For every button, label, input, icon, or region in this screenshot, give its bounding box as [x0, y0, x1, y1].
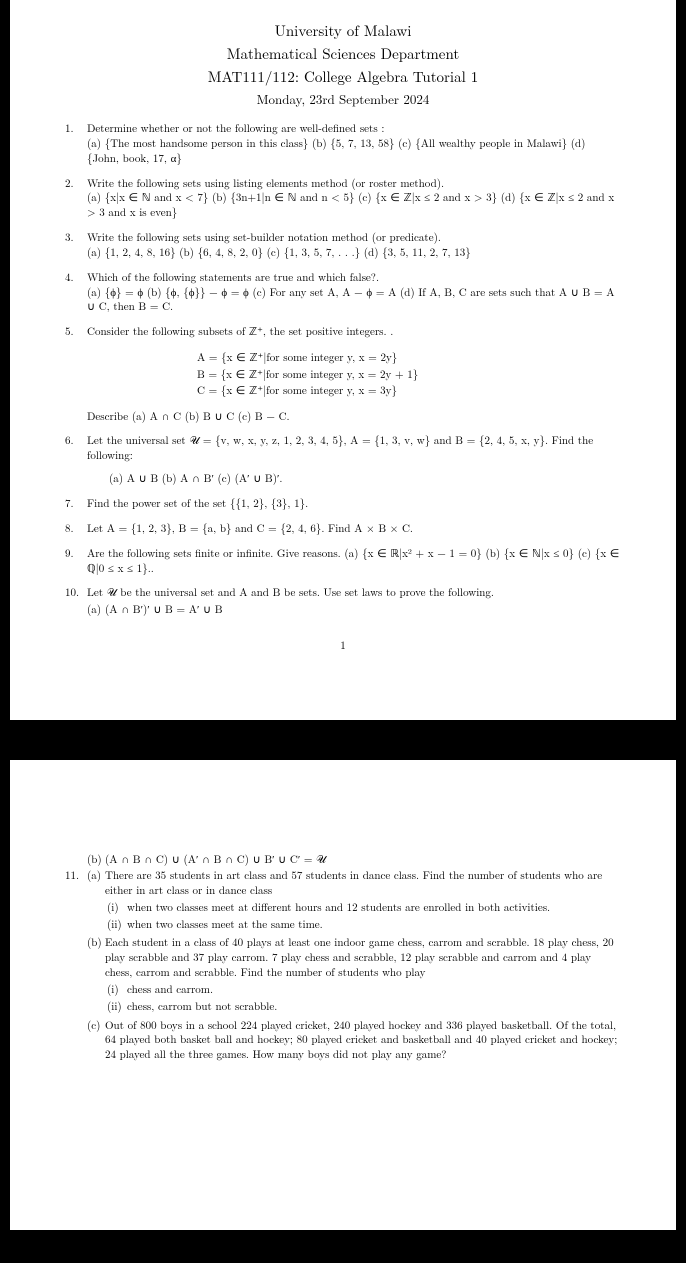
- q6-stem: Let the universal set 𝒰 = {v, w, x, y, z…: [87, 433, 593, 463]
- q1-parts: (a) {The most handsome person in this cl…: [87, 136, 585, 166]
- question-2: Write the following sets using listing e…: [65, 177, 621, 222]
- q11-b-i: chess and carrom.: [105, 983, 621, 998]
- question-11: There are 35 students in art class and 5…: [65, 869, 621, 1063]
- question-9: Are the following sets finite or infinit…: [65, 547, 621, 577]
- question-list-cont: There are 35 students in art class and 5…: [65, 869, 621, 1063]
- q11-a-stem: There are 35 students in art class and 5…: [105, 868, 602, 898]
- question-list: Determine whether or not the following a…: [65, 122, 621, 618]
- course-title: MAT111/112: College Algebra Tutorial 1: [65, 66, 621, 87]
- q5-eq-a: A = {x ∈ ℤ⁺|for some integer y, x = 2y}: [197, 350, 621, 367]
- q3-stem: Write the following sets using set-build…: [87, 230, 441, 245]
- question-5: Consider the following subsets of ℤ⁺, th…: [65, 325, 621, 424]
- question-4: Which of the following statements are tr…: [65, 271, 621, 316]
- q10-stem: Let 𝒰 be the universal set and A and B b…: [87, 585, 494, 600]
- q11-b-ii: chess, carrom but not scrabble.: [105, 1000, 621, 1015]
- page-1: University of Malawi Mathematical Scienc…: [10, 0, 676, 720]
- q10-a-text: (A ∩ B′)′ ∪ B = A′ ∪ B: [105, 602, 223, 617]
- university-name: University of Malawi: [65, 20, 621, 41]
- q6-parts: (a) A ∪ B (b) A ∩ B′ (c) (A′ ∪ B)′.: [87, 472, 621, 487]
- q5-tail: Describe (a) A ∩ C (b) B ∪ C (c) B − C.: [87, 410, 621, 425]
- question-1: Determine whether or not the following a…: [65, 122, 621, 167]
- q5-eq-c: C = {x ∈ ℤ⁺|for some integer y, x = 3y}: [197, 383, 621, 400]
- q10-part-a: (A ∩ B′)′ ∪ B = A′ ∪ B: [87, 603, 621, 618]
- question-3: Write the following sets using set-build…: [65, 231, 621, 261]
- q5-eq-b: B = {x ∈ ℤ⁺|for some integer y, x = 2y +…: [197, 367, 621, 384]
- q10-continued: (A ∩ B ∩ C) ∪ (A′ ∩ B ∩ C) ∪ B′ ∪ C′ = 𝒰: [65, 852, 621, 867]
- q5-stem: Consider the following subsets of ℤ⁺, th…: [87, 324, 393, 339]
- q1-stem: Determine whether or not the following a…: [87, 121, 384, 136]
- q11-part-b: Each student in a class of 40 plays at l…: [87, 936, 621, 1014]
- document-date: Monday, 23rd September 2024: [65, 89, 621, 108]
- q3-parts: (a) {1, 2, 4, 8, 16} (b) {6, 4, 8, 2, 0}…: [87, 245, 471, 260]
- q2-parts: (a) {x|x ∈ ℕ and x < 7} (b) {3n+1|n ∈ ℕ …: [87, 190, 614, 220]
- q10-part-b: (A ∩ B ∩ C) ∪ (A′ ∩ B ∩ C) ∪ B′ ∪ C′ = 𝒰: [87, 852, 621, 867]
- q4-stem: Which of the following statements are tr…: [87, 270, 379, 285]
- q11-a-i: when two classes meet at different hours…: [105, 901, 621, 916]
- page-2: (A ∩ B ∩ C) ∪ (A′ ∩ B ∩ C) ∪ B′ ∪ C′ = 𝒰…: [10, 760, 676, 1230]
- q11-b-stem: Each student in a class of 40 plays at l…: [105, 935, 614, 980]
- q11-part-a: There are 35 students in art class and 5…: [87, 869, 621, 932]
- department-name: Mathematical Sciences Department: [65, 43, 621, 64]
- question-8: Let A = {1, 2, 3}, B = {a, b} and C = {2…: [65, 522, 621, 537]
- q11-a-ii: when two classes meet at the same time.: [105, 918, 621, 933]
- page-number: 1: [65, 638, 621, 653]
- question-6: Let the universal set 𝒰 = {v, w, x, y, z…: [65, 434, 621, 487]
- q4-parts: (a) {ϕ} = ϕ (b) {ϕ, {ϕ}} − ϕ = ϕ (c) For…: [87, 285, 614, 315]
- question-7: Find the power set of the set {{1, 2}, {…: [65, 497, 621, 512]
- q11-c-text: Out of 800 boys in a school 224 played c…: [105, 1018, 617, 1063]
- question-10: Let 𝒰 be the universal set and A and B b…: [65, 586, 621, 618]
- document-header: University of Malawi Mathematical Scienc…: [65, 20, 621, 108]
- q5-equations: A = {x ∈ ℤ⁺|for some integer y, x = 2y} …: [197, 350, 621, 400]
- q11-part-c: Out of 800 boys in a school 224 played c…: [87, 1019, 621, 1064]
- page-separator: [0, 720, 686, 740]
- q2-stem: Write the following sets using listing e…: [87, 176, 444, 191]
- q10-b-text: (A ∩ B ∩ C) ∪ (A′ ∩ B ∩ C) ∪ B′ ∪ C′ = 𝒰: [105, 852, 326, 867]
